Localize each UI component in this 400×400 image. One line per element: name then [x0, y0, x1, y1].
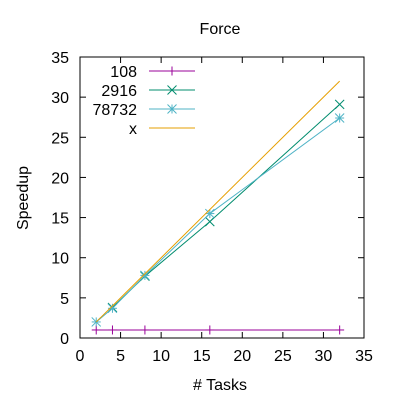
x-tick-label: 35 — [355, 348, 373, 365]
chart-title: Force — [200, 21, 241, 38]
legend-label: x — [129, 121, 137, 138]
legend-entry: x — [129, 121, 195, 138]
legend-entry: 78732 — [93, 102, 195, 119]
x-tick-label: 5 — [116, 348, 125, 365]
x-tick-label: 0 — [76, 348, 85, 365]
data-point — [204, 216, 215, 227]
series-line — [95, 80, 341, 323]
y-tick-label: 15 — [51, 211, 69, 228]
data-point — [140, 325, 150, 335]
data-point — [334, 99, 345, 110]
data-point — [204, 208, 215, 219]
y-tick-label: 5 — [60, 291, 69, 308]
y-ticks: 0 5 10 15 20 25 30 35 — [51, 50, 364, 348]
y-axis-label: Speedup — [15, 166, 32, 230]
legend-entry: 2916 — [101, 83, 195, 100]
data-point — [205, 325, 215, 335]
x-ticks: 0 5 10 15 20 25 30 35 — [76, 57, 373, 365]
data-point — [140, 270, 150, 281]
series-1 — [107, 99, 345, 313]
y-tick-label: 10 — [51, 251, 69, 268]
y-tick-label: 25 — [51, 130, 69, 147]
x-tick-label: 30 — [315, 348, 333, 365]
x-tick-label: 15 — [193, 348, 211, 365]
y-tick-label: 20 — [51, 170, 69, 187]
legend-label: 78732 — [93, 102, 138, 119]
data-point — [334, 113, 345, 123]
series-2 — [91, 113, 345, 327]
axes-group — [79, 56, 365, 339]
legend-marker — [167, 85, 177, 95]
legend-label: 108 — [110, 64, 137, 81]
x-tick-label: 10 — [152, 348, 170, 365]
data-point — [335, 325, 345, 335]
series-group — [91, 80, 345, 335]
legend-marker — [167, 104, 177, 114]
series-0 — [91, 325, 345, 335]
x-tick-label: 20 — [233, 348, 251, 365]
legend-label: 2916 — [101, 83, 137, 100]
y-tick-label: 0 — [60, 331, 69, 348]
legend: 108 2916 78732 x — [93, 64, 195, 138]
data-point — [91, 325, 101, 335]
x-axis-label: # Tasks — [193, 377, 247, 394]
legend-entry: 108 — [110, 64, 195, 81]
y-tick-label: 35 — [51, 50, 69, 67]
x-tick-label: 25 — [274, 348, 292, 365]
data-point — [107, 303, 118, 314]
series-line — [95, 117, 340, 323]
legend-marker — [167, 66, 177, 76]
series-3 — [95, 80, 341, 323]
data-point — [107, 325, 117, 335]
plot-frame — [79, 56, 365, 339]
y-tick-label: 30 — [51, 90, 69, 107]
